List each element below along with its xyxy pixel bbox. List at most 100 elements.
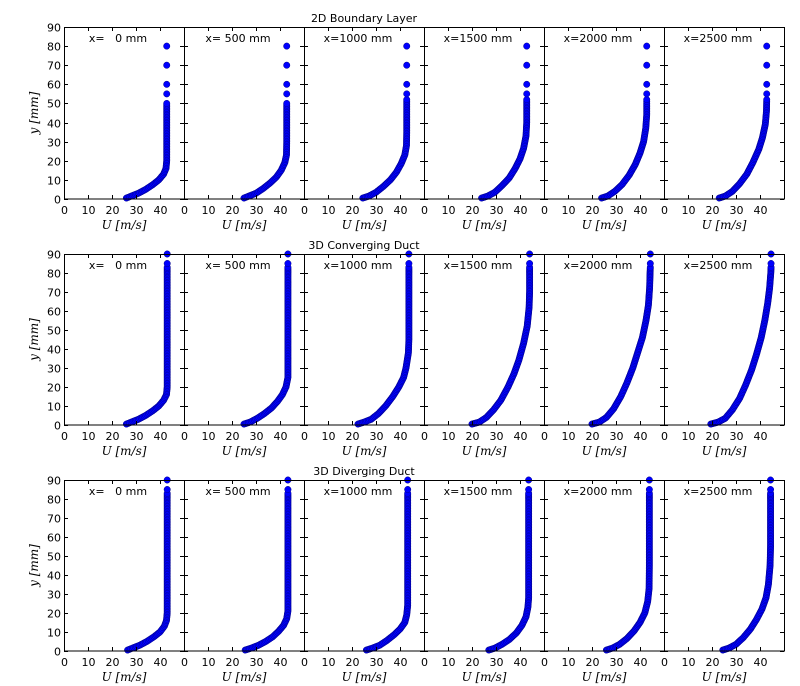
y-tick-label: 60 bbox=[47, 79, 61, 92]
x-tick-label: 10 bbox=[442, 430, 456, 443]
x-tick-label: 20 bbox=[466, 430, 480, 443]
data-markers bbox=[485, 476, 533, 654]
data-markers bbox=[719, 476, 775, 654]
x-tick-label: 10 bbox=[322, 430, 336, 443]
x-tick-label: 40 bbox=[514, 204, 528, 217]
x-tick-label: 40 bbox=[634, 430, 648, 443]
x-axis-label: U [m/s] bbox=[462, 670, 507, 684]
x-tick-label: 0 bbox=[661, 656, 668, 669]
subplot-2-4: 0 10 20 30 40 x=2000 mm U [m/s] bbox=[541, 476, 665, 684]
x-axis-label: U [m/s] bbox=[222, 444, 267, 458]
subplot-2-5: 0 10 20 30 40 x=2500 mm U [m/s] bbox=[661, 476, 785, 684]
x-tick-label: 10 bbox=[442, 656, 456, 669]
y-tick-label: 60 bbox=[47, 306, 61, 319]
x-tick-label: 10 bbox=[202, 430, 216, 443]
x-tick-label: 30 bbox=[610, 656, 624, 669]
panel-label: x= 500 mm bbox=[205, 485, 270, 498]
data-markers bbox=[241, 476, 292, 654]
x-tick-label: 10 bbox=[682, 430, 696, 443]
y-tick-label: 80 bbox=[47, 268, 61, 281]
x-tick-label: 20 bbox=[346, 430, 360, 443]
x-tick-label: 40 bbox=[514, 656, 528, 669]
x-tick-label: 40 bbox=[274, 430, 288, 443]
x-tick-label: 30 bbox=[370, 656, 384, 669]
x-tick-label: 10 bbox=[202, 656, 216, 669]
x-tick-label: 40 bbox=[754, 204, 768, 217]
x-tick-label: 40 bbox=[634, 656, 648, 669]
x-tick-label: 30 bbox=[490, 430, 504, 443]
x-axis-label: U [m/s] bbox=[342, 670, 387, 684]
panel-label: x= 0 mm bbox=[89, 32, 147, 45]
x-tick-label: 40 bbox=[154, 430, 168, 443]
x-tick-label: 40 bbox=[274, 656, 288, 669]
x-tick-label: 0 bbox=[301, 204, 308, 217]
y-tick-label: 90 bbox=[47, 475, 61, 488]
x-tick-label: 10 bbox=[682, 204, 696, 217]
y-tick-label: 10 bbox=[47, 175, 61, 188]
subplot-0-2: 0 10 20 30 40 x=1000 mm U [m/s] bbox=[301, 27, 425, 232]
x-tick-label: 40 bbox=[634, 204, 648, 217]
subplot-0-3: 0 10 20 30 40 x=1500 mm U [m/s] bbox=[421, 27, 545, 232]
x-axis-label: U [m/s] bbox=[702, 218, 747, 232]
panel-label: x= 500 mm bbox=[205, 259, 270, 272]
y-tick-label: 60 bbox=[47, 532, 61, 545]
x-tick-label: 20 bbox=[346, 204, 360, 217]
x-tick-label: 30 bbox=[730, 656, 744, 669]
x-tick-label: 30 bbox=[250, 430, 264, 443]
y-tick-label: 20 bbox=[47, 156, 61, 169]
x-tick-label: 40 bbox=[394, 204, 408, 217]
axes-frame bbox=[664, 27, 785, 200]
x-tick-label: 20 bbox=[706, 656, 720, 669]
y-tick-label: 80 bbox=[47, 494, 61, 507]
x-tick-label: 10 bbox=[82, 430, 96, 443]
axes-frame bbox=[664, 480, 785, 652]
axes-frame bbox=[664, 254, 785, 426]
y-tick-label: 20 bbox=[47, 608, 61, 621]
x-tick-label: 10 bbox=[82, 204, 96, 217]
row-1: 0 10 20 30 40 50 60 70 80 90 0 10 20 30 40 x= 0 mm U [m/… bbox=[27, 239, 785, 458]
data-markers bbox=[240, 250, 292, 428]
subplot-0-4: 0 10 20 30 40 x=2000 mm U [m/s] bbox=[541, 27, 665, 232]
x-tick-label: 30 bbox=[370, 204, 384, 217]
subplot-0-1: 0 10 20 30 40 x= 500 mm U [m/s] bbox=[181, 27, 305, 232]
x-tick-label: 30 bbox=[490, 656, 504, 669]
y-tick-label: 70 bbox=[47, 287, 61, 300]
y-axis-label: y [mm] bbox=[27, 544, 41, 588]
x-axis-label: U [m/s] bbox=[702, 670, 747, 684]
x-tick-label: 10 bbox=[562, 430, 576, 443]
x-tick-label: 0 bbox=[421, 204, 428, 217]
x-tick-label: 0 bbox=[661, 430, 668, 443]
subplot-row-title: 3D Diverging Duct bbox=[313, 465, 415, 478]
x-tick-label: 10 bbox=[442, 204, 456, 217]
x-tick-label: 10 bbox=[322, 204, 336, 217]
x-tick-label: 0 bbox=[421, 656, 428, 669]
subplot-1-4: 0 10 20 30 40 x=2000 mm U [m/s] bbox=[541, 250, 665, 458]
x-axis-label: U [m/s] bbox=[462, 218, 507, 232]
data-markers bbox=[588, 250, 654, 428]
x-axis-label: U [m/s] bbox=[462, 444, 507, 458]
x-tick-label: 30 bbox=[610, 204, 624, 217]
x-tick-label: 0 bbox=[541, 656, 548, 669]
x-axis-label: U [m/s] bbox=[582, 218, 627, 232]
panel-label: x=2500 mm bbox=[684, 259, 753, 272]
x-axis-label: U [m/s] bbox=[102, 218, 147, 232]
y-tick-label: 70 bbox=[47, 60, 61, 73]
x-axis-label: U [m/s] bbox=[582, 670, 627, 684]
data-markers bbox=[468, 250, 534, 428]
subplot-0-0: 0 10 20 30 40 50 60 70 80 90 0 10 20 30 40 x= 0 mm U [m/… bbox=[47, 22, 185, 232]
data-markers bbox=[359, 42, 411, 202]
y-tick-label: 80 bbox=[47, 41, 61, 54]
x-tick-label: 40 bbox=[394, 430, 408, 443]
y-tick-label: 20 bbox=[47, 382, 61, 395]
y-tick-label: 40 bbox=[47, 570, 61, 583]
x-tick-label: 30 bbox=[610, 430, 624, 443]
panel-label: x=1500 mm bbox=[444, 485, 513, 498]
x-tick-label: 20 bbox=[586, 430, 600, 443]
y-axis-label: y [mm] bbox=[27, 318, 41, 362]
data-markers bbox=[124, 476, 171, 654]
panel-label: x=1000 mm bbox=[324, 259, 393, 272]
x-tick-label: 20 bbox=[466, 656, 480, 669]
x-tick-label: 10 bbox=[82, 656, 96, 669]
x-tick-label: 10 bbox=[322, 656, 336, 669]
subplot-row-title: 2D Boundary Layer bbox=[311, 12, 418, 25]
